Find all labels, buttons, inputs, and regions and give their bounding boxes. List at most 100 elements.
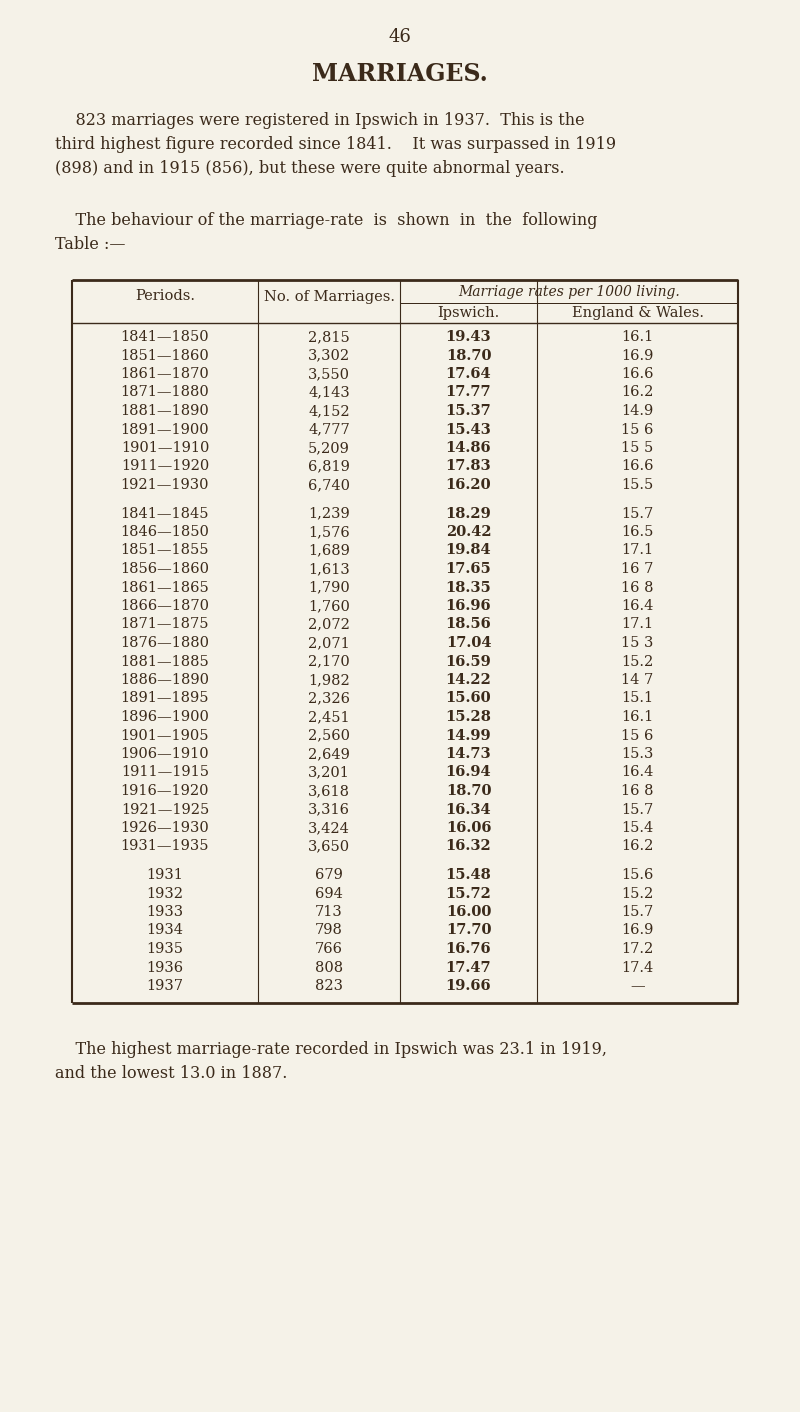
Text: 1921—1925: 1921—1925 [121,802,209,816]
Text: 16.96: 16.96 [446,599,491,613]
Text: 1841—1850: 1841—1850 [121,330,210,345]
Text: 1846—1850: 1846—1850 [121,525,210,539]
Text: 1861—1865: 1861—1865 [121,580,210,594]
Text: 808: 808 [315,960,343,974]
Text: 3,650: 3,650 [308,840,350,853]
Text: 2,071: 2,071 [308,635,350,650]
Text: 2,326: 2,326 [308,692,350,706]
Text: 16.76: 16.76 [446,942,491,956]
Text: 17.70: 17.70 [446,923,491,938]
Text: 1906—1910: 1906—1910 [121,747,210,761]
Text: 1933: 1933 [146,905,183,919]
Text: 1934: 1934 [146,923,183,938]
Text: 15.28: 15.28 [446,710,491,724]
Text: 823 marriages were registered in Ipswich in 1937.  This is the: 823 marriages were registered in Ipswich… [55,112,585,128]
Text: 16.4: 16.4 [622,599,654,613]
Text: 1937: 1937 [146,979,183,993]
Text: 16.6: 16.6 [622,367,654,381]
Text: 823: 823 [315,979,343,993]
Text: 15.4: 15.4 [622,820,654,834]
Text: 14.73: 14.73 [446,747,491,761]
Text: 18.70: 18.70 [446,784,491,798]
Text: 1931—1935: 1931—1935 [121,840,210,853]
Text: 46: 46 [389,28,411,47]
Text: 16.1: 16.1 [622,710,654,724]
Text: 1881—1890: 1881—1890 [121,404,210,418]
Text: 15 3: 15 3 [622,635,654,650]
Text: 1911—1915: 1911—1915 [121,765,209,779]
Text: and the lowest 13.0 in 1887.: and the lowest 13.0 in 1887. [55,1065,287,1082]
Text: 17.1: 17.1 [622,544,654,558]
Text: 766: 766 [315,942,343,956]
Text: 2,170: 2,170 [308,655,350,668]
Text: 16.00: 16.00 [446,905,491,919]
Text: 15.3: 15.3 [622,747,654,761]
Text: 14.99: 14.99 [446,729,491,743]
Text: England & Wales.: England & Wales. [571,306,703,321]
Text: 1891—1895: 1891—1895 [121,692,210,706]
Text: 17.04: 17.04 [446,635,491,650]
Text: 18.70: 18.70 [446,349,491,363]
Text: 1896—1900: 1896—1900 [121,710,210,724]
Text: 16.06: 16.06 [446,820,491,834]
Text: 5,209: 5,209 [308,441,350,455]
Text: 1,760: 1,760 [308,599,350,613]
Text: 15.2: 15.2 [622,655,654,668]
Text: 1931: 1931 [146,868,183,882]
Text: 17.64: 17.64 [446,367,491,381]
Text: 15.37: 15.37 [446,404,491,418]
Text: 16.32: 16.32 [446,840,491,853]
Text: 1851—1855: 1851—1855 [121,544,210,558]
Text: 2,072: 2,072 [308,617,350,631]
Text: Marriage rates per 1000 living.: Marriage rates per 1000 living. [458,285,680,299]
Text: third highest figure recorded since 1841.    It was surpassed in 1919: third highest figure recorded since 1841… [55,136,616,152]
Text: 1901—1905: 1901—1905 [121,729,210,743]
Text: 16.94: 16.94 [446,765,491,779]
Text: 1916—1920: 1916—1920 [121,784,210,798]
Text: 1886—1890: 1886—1890 [121,674,210,688]
Text: 17.4: 17.4 [622,960,654,974]
Text: 1891—1900: 1891—1900 [121,422,210,436]
Text: 1932: 1932 [146,887,183,901]
Text: 16.20: 16.20 [446,479,491,491]
Text: 1,790: 1,790 [308,580,350,594]
Text: The behaviour of the marriage-rate  is  shown  in  the  following: The behaviour of the marriage-rate is sh… [55,212,598,229]
Text: 6,819: 6,819 [308,459,350,473]
Text: 2,451: 2,451 [308,710,350,724]
Text: 3,316: 3,316 [308,802,350,816]
Text: 16 8: 16 8 [622,580,654,594]
Text: 15.60: 15.60 [446,692,491,706]
Text: 14.22: 14.22 [446,674,491,688]
Text: 1871—1880: 1871—1880 [121,385,210,400]
Text: 1,239: 1,239 [308,507,350,521]
Text: 16.1: 16.1 [622,330,654,345]
Text: 4,152: 4,152 [308,404,350,418]
Text: 17.2: 17.2 [622,942,654,956]
Text: 15.48: 15.48 [446,868,491,882]
Text: 1871—1875: 1871—1875 [121,617,210,631]
Text: 15.5: 15.5 [622,479,654,491]
Text: 15.7: 15.7 [622,905,654,919]
Text: 1866—1870: 1866—1870 [121,599,210,613]
Text: Ipswich.: Ipswich. [438,306,500,321]
Text: 15.72: 15.72 [446,887,491,901]
Text: 3,618: 3,618 [308,784,350,798]
Text: 1861—1870: 1861—1870 [121,367,210,381]
Text: The highest marriage-rate recorded in Ipswich was 23.1 in 1919,: The highest marriage-rate recorded in Ip… [55,1041,607,1058]
Text: 713: 713 [315,905,343,919]
Text: 1921—1930: 1921—1930 [121,479,210,491]
Text: 1901—1910: 1901—1910 [121,441,209,455]
Text: 18.29: 18.29 [446,507,491,521]
Text: 15 5: 15 5 [622,441,654,455]
Text: 2,649: 2,649 [308,747,350,761]
Text: 15.7: 15.7 [622,507,654,521]
Text: 16 7: 16 7 [622,562,654,576]
Text: 19.43: 19.43 [446,330,491,345]
Text: 798: 798 [315,923,343,938]
Text: 14.86: 14.86 [446,441,491,455]
Text: 15.6: 15.6 [622,868,654,882]
Text: 15 6: 15 6 [622,422,654,436]
Text: 1,576: 1,576 [308,525,350,539]
Text: 1841—1845: 1841—1845 [121,507,210,521]
Text: 1851—1860: 1851—1860 [121,349,210,363]
